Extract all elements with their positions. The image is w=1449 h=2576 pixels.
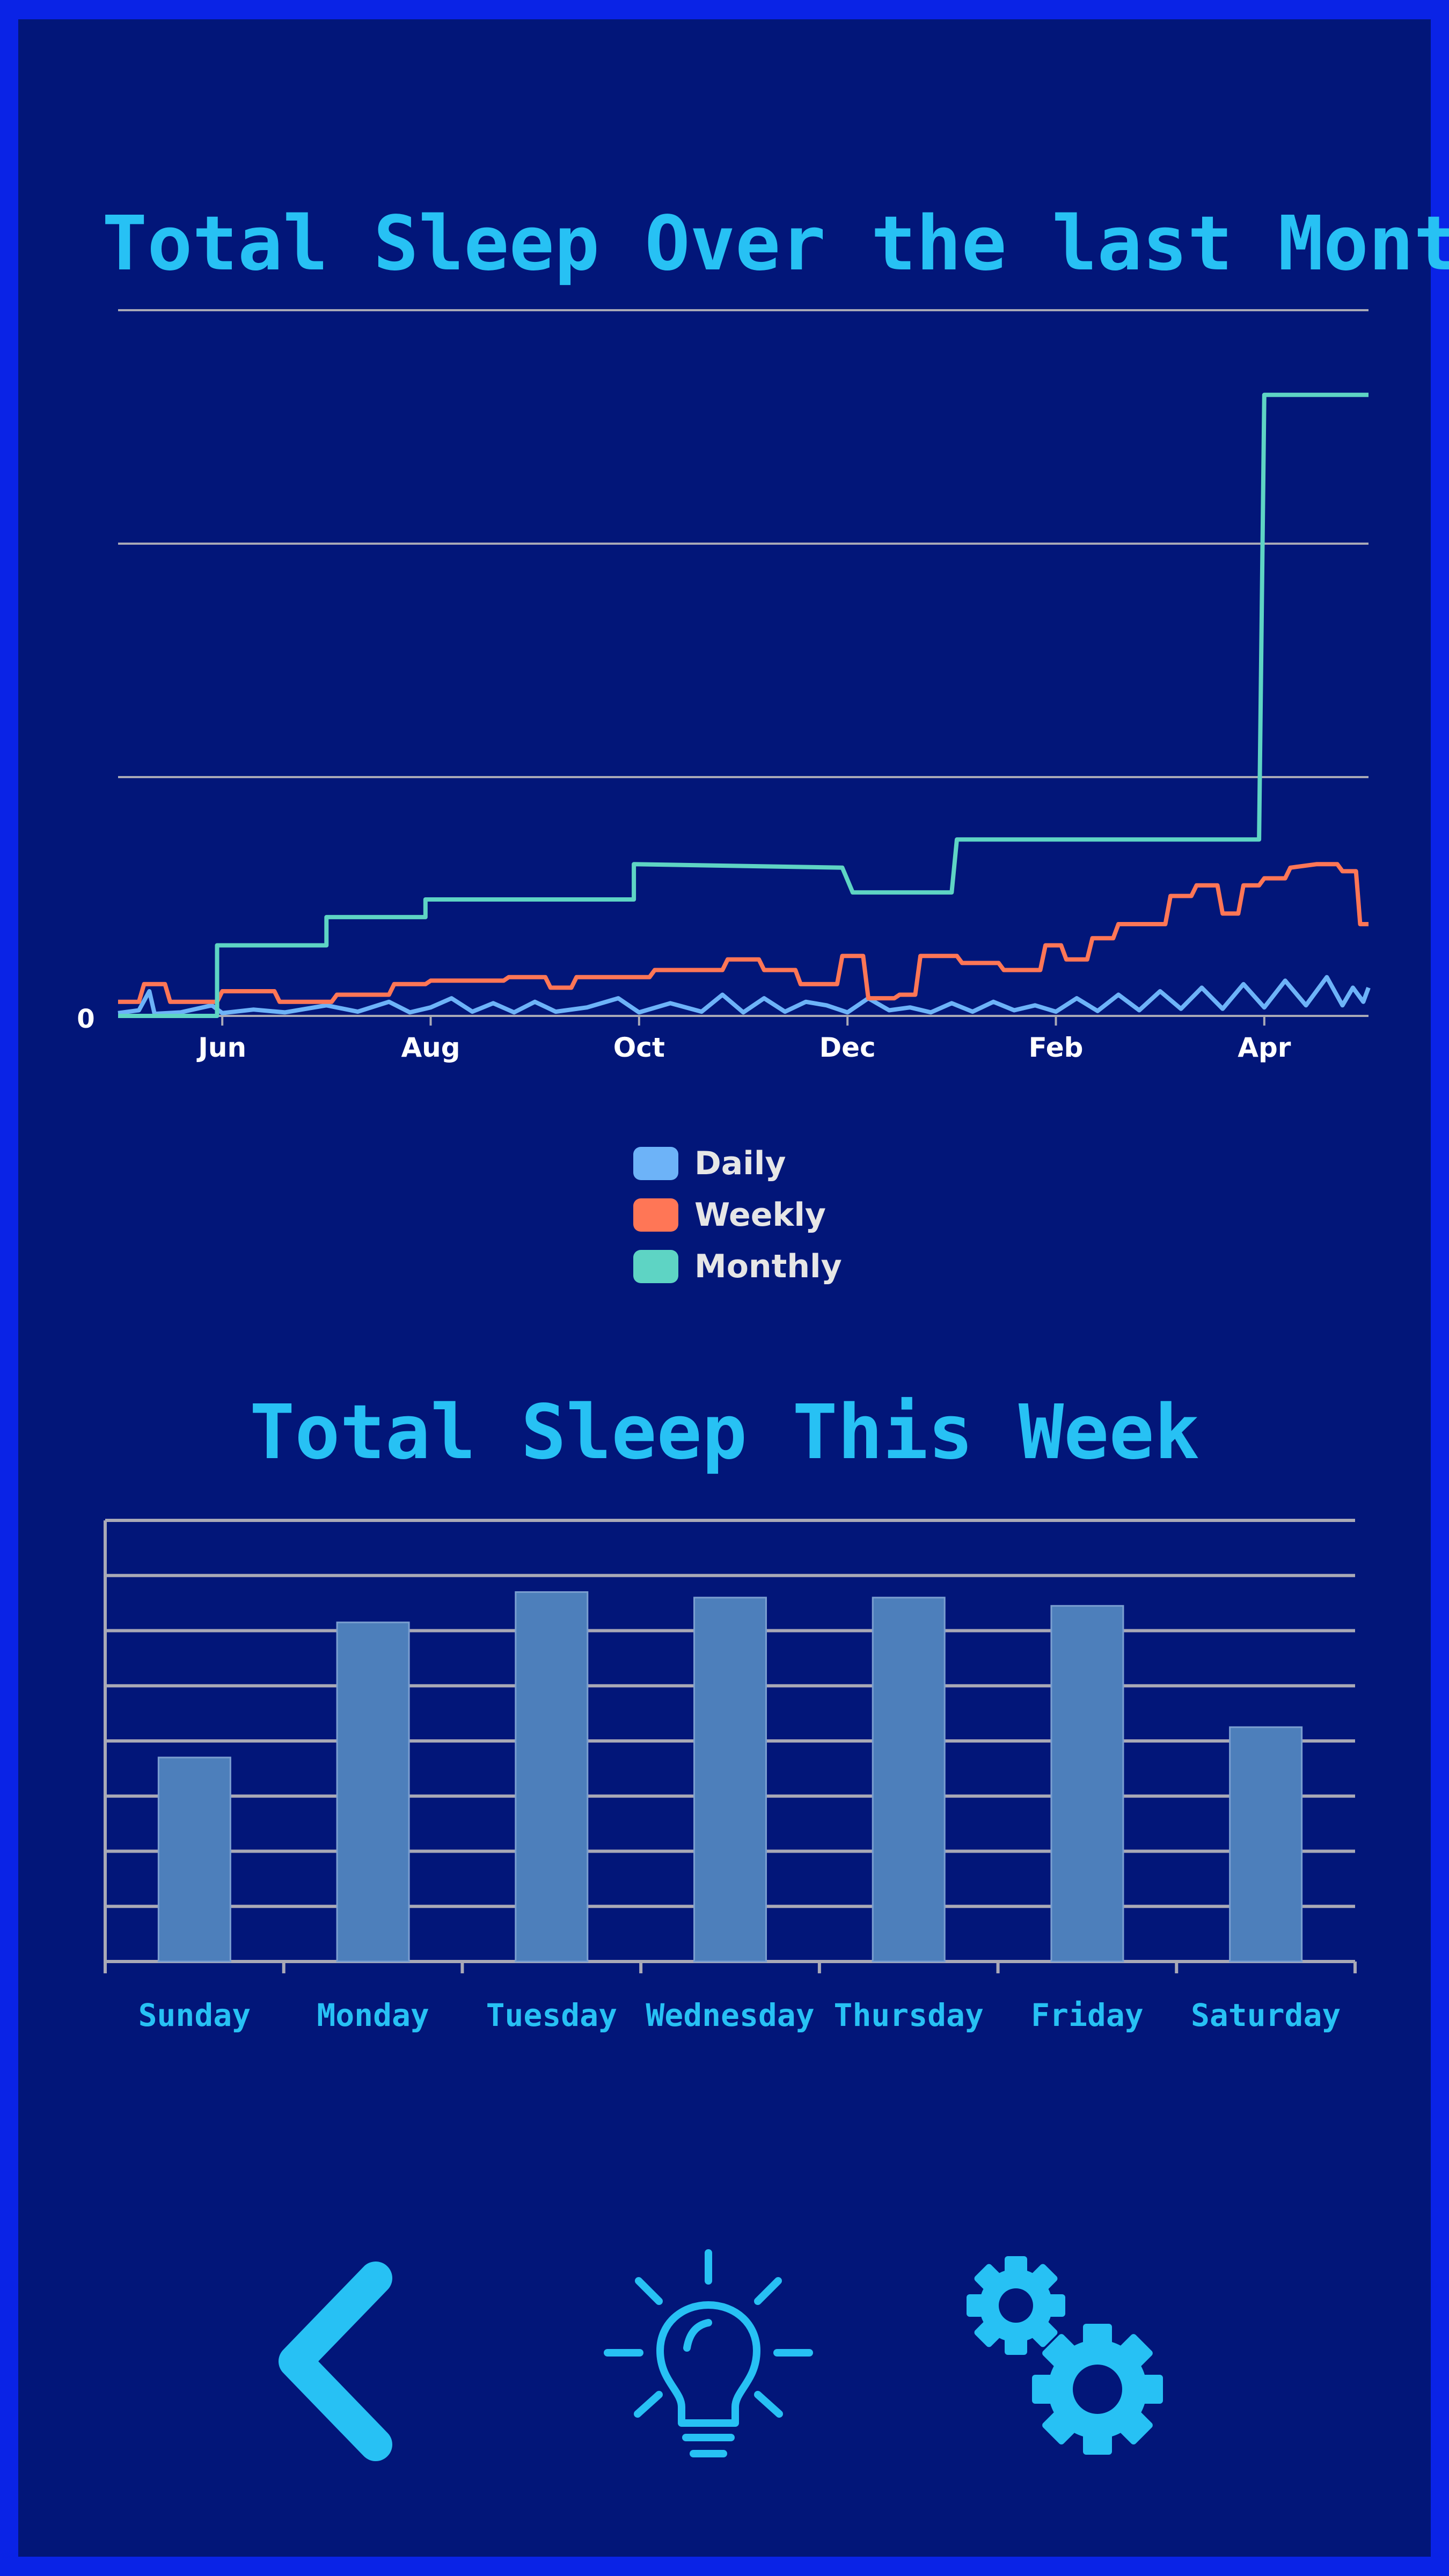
bar-friday [1050,1605,1124,1963]
bar-wednesday [693,1597,767,1963]
chevron-left-icon [279,2262,392,2461]
gear-tooth [967,2294,985,2317]
legend-item-weekly: Weekly [633,1189,842,1241]
gear-tooth [974,2264,1001,2290]
gear-tooth [1005,2337,1027,2355]
bar-category-label: Wednesday [646,1997,814,2033]
gears-icon [967,2256,1163,2455]
x-tick-label: Oct [613,1032,665,1063]
back-button[interactable] [274,2259,408,2463]
bar-sunday [157,1757,231,1963]
gear-tooth [1119,2411,1153,2445]
legend-item-monthly: Monthly [633,1241,842,1292]
series-line-daily [118,975,1371,1016]
x-tick-label: Aug [401,1032,460,1063]
bar-saturday [1229,1726,1303,1963]
tips-button[interactable] [601,2243,816,2469]
gear-tooth [1031,2321,1058,2347]
gear-tooth [1032,2375,1053,2404]
bar-thursday [872,1597,946,1963]
gear-tooth [1042,2334,1075,2367]
x-tick-label: Feb [1029,1032,1084,1063]
legend-label-weekly: Weekly [694,1196,826,1234]
gear-tooth [1047,2294,1065,2317]
legend-label-daily: Daily [694,1145,786,1182]
bar-category-label: Thursday [834,1997,984,2033]
bar-monday [336,1621,410,1963]
gear-tooth [1141,2375,1163,2404]
bar-category-label: Sunday [138,1997,251,2033]
x-tick-label: Dec [819,1032,876,1063]
week-chart-title: Total Sleep This Week [249,1389,1200,1476]
week-bar-chart: Sunday Monday Tuesday Wednesday Thursday Frid… [104,1519,1357,2033]
series-line-weekly [118,862,1368,1004]
legend-label-monthly: Monthly [694,1248,842,1285]
gear-tooth [974,2321,1001,2347]
gear-tooth [1119,2334,1153,2367]
legend-item-daily: Daily [633,1138,842,1189]
sleep-stats-screen [18,19,1431,2557]
gear-tooth [1083,2324,1112,2345]
bar-category-label: Friday [1031,1997,1144,2033]
x-tick-label: Jun [196,1032,246,1063]
gear-tooth [1005,2256,1027,2274]
gear-tooth [1031,2264,1058,2290]
legend-swatch-monthly [633,1250,678,1283]
month-chart-title: Total Sleep Over the last Month [102,200,1449,288]
month-line-chart: 0 Jun Aug Oct Dec Feb Apr [77,309,1371,1063]
gear-tooth [1042,2411,1075,2445]
x-tick-label: Apr [1238,1032,1291,1063]
legend-swatch-daily [633,1147,678,1180]
legend-swatch-weekly [633,1198,678,1232]
bar-category-label: Saturday [1191,1997,1341,2033]
y-tick-label: 0 [77,1004,94,1034]
line-chart-legend: Daily Weekly Monthly [633,1138,842,1292]
series-line-monthly [118,392,1368,1018]
bar-category-label: Tuesday [486,1997,617,2033]
gear-tooth [1083,2433,1112,2455]
lightbulb-icon [604,2249,813,2457]
bar-category-label: Monday [317,1997,429,2033]
settings-button[interactable] [961,2254,1175,2469]
bar-tuesday [515,1591,589,1963]
